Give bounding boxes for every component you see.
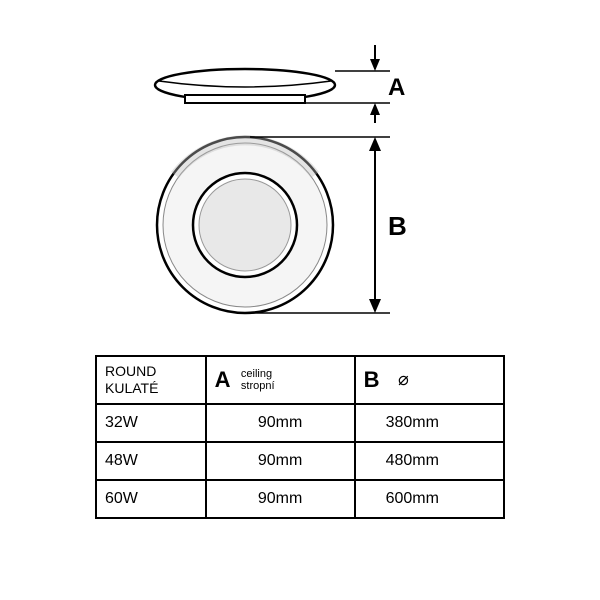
side-profile bbox=[155, 69, 335, 103]
table-row: 48W 90mm 480mm bbox=[96, 442, 504, 480]
front-view bbox=[157, 137, 333, 313]
header-a: A ceiling stropní bbox=[206, 356, 355, 404]
label-b: B bbox=[388, 211, 407, 241]
table-row: 60W 90mm 600mm bbox=[96, 480, 504, 518]
technical-diagram: A B bbox=[130, 45, 470, 325]
header-b: B ⌀ bbox=[355, 356, 504, 404]
dimensions-table: ROUND KULATÉ A ceiling stropní B ⌀ 32 bbox=[95, 355, 505, 519]
table-row: 32W 90mm 380mm bbox=[96, 404, 504, 442]
label-a: A bbox=[388, 74, 405, 101]
diameter-icon: ⌀ bbox=[398, 369, 409, 389]
header-model: ROUND KULATÉ bbox=[96, 356, 206, 404]
